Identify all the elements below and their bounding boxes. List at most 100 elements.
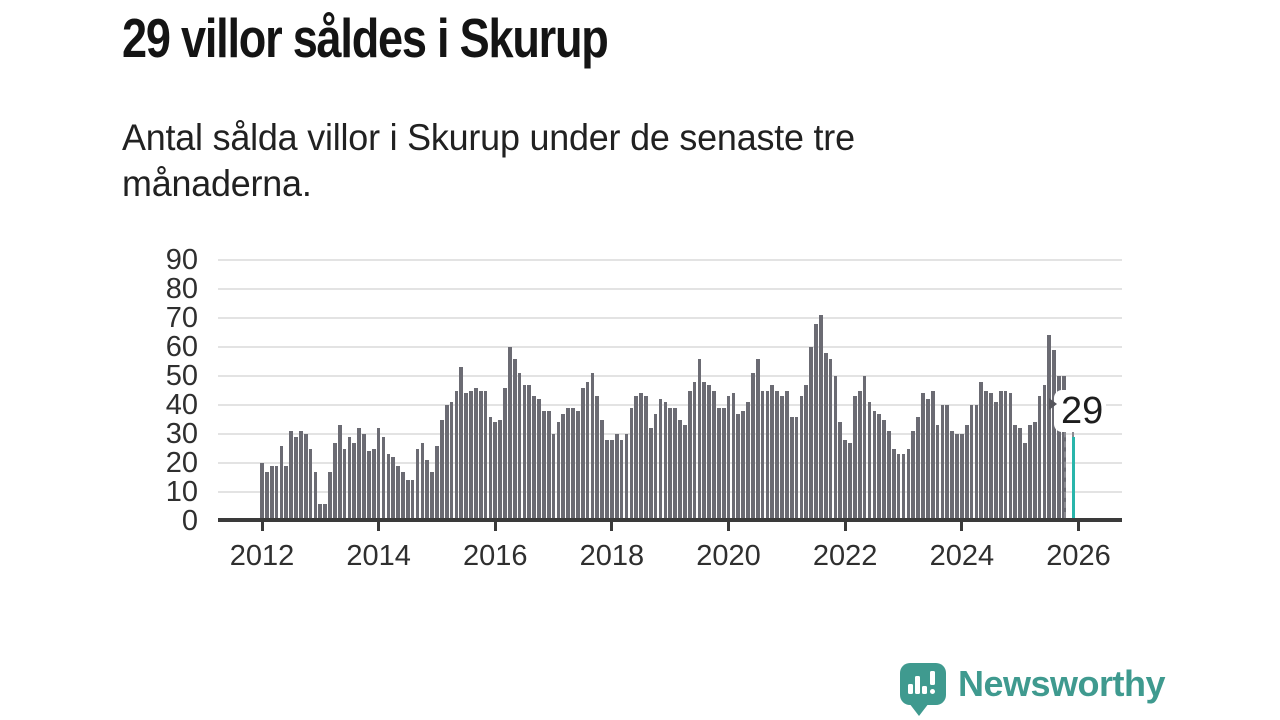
bar (444, 405, 449, 518)
bar (483, 390, 488, 518)
bar (673, 407, 677, 518)
bar (333, 442, 337, 518)
bar (925, 399, 930, 518)
bar (1042, 384, 1047, 518)
y-axis-tick-label: 30 (165, 418, 198, 450)
bar (828, 358, 833, 518)
bar (867, 402, 872, 518)
bar (896, 454, 901, 518)
bar (420, 442, 425, 518)
bar (755, 358, 760, 518)
y-axis-tick-label: 80 (165, 273, 198, 305)
bar (391, 457, 396, 518)
bar (313, 471, 318, 518)
bar (405, 480, 410, 518)
bar (853, 396, 857, 518)
bar (794, 416, 799, 518)
bar (381, 436, 386, 518)
bar (498, 419, 502, 518)
bar (605, 439, 609, 518)
bar (964, 425, 969, 518)
bar (347, 436, 352, 518)
bar (561, 413, 566, 518)
bar (741, 410, 745, 518)
bar (532, 396, 536, 518)
bar (809, 347, 814, 518)
x-axis-tick (493, 521, 497, 531)
bar (814, 323, 818, 518)
y-axis-tick-label: 10 (165, 476, 198, 508)
bar (328, 471, 332, 518)
bar (736, 413, 741, 518)
bar (299, 431, 303, 518)
bar (265, 471, 269, 518)
bar (969, 405, 974, 518)
x-axis-tick-label: 2022 (812, 540, 878, 572)
bar (619, 439, 624, 518)
bar (1052, 349, 1057, 518)
newsworthy-logo: Newsworthy (900, 663, 1166, 716)
bar (921, 393, 925, 518)
bar (634, 396, 639, 518)
bar (478, 390, 483, 518)
bar (906, 448, 911, 518)
bar (269, 465, 274, 518)
bar (950, 431, 954, 518)
x-axis-tick (1076, 521, 1080, 531)
bar (648, 428, 653, 518)
bar (989, 393, 993, 518)
bar (279, 445, 284, 518)
bar (537, 399, 541, 518)
bar (770, 384, 775, 518)
bar (882, 419, 886, 518)
bar (911, 431, 916, 518)
bar (342, 448, 347, 518)
bar (707, 384, 711, 518)
bar (891, 448, 896, 518)
bar (337, 425, 342, 518)
bar (731, 393, 736, 518)
x-axis-tick (843, 521, 847, 531)
bar (576, 410, 580, 518)
bar (940, 405, 945, 518)
bar (318, 503, 323, 518)
y-axis-tick-label: 20 (165, 447, 198, 479)
bar (984, 390, 988, 518)
bar (760, 390, 765, 518)
bar (303, 434, 308, 518)
bar (857, 390, 862, 518)
bar (1013, 425, 1018, 518)
bar (371, 448, 376, 518)
bar (721, 407, 726, 518)
x-axis-tick (377, 521, 381, 531)
x-axis-tick (727, 521, 731, 531)
bar (697, 358, 702, 518)
bar (639, 393, 643, 518)
bar (459, 367, 464, 518)
bar (410, 480, 415, 518)
bar (687, 390, 692, 518)
bar (580, 387, 585, 518)
bar (600, 419, 605, 518)
bar (653, 413, 658, 518)
y-axis-tick-label: 60 (165, 331, 198, 363)
bar (692, 381, 697, 518)
gridline (218, 375, 1122, 377)
bar (362, 434, 366, 518)
bar (848, 442, 852, 518)
bar (930, 390, 935, 518)
bar (527, 384, 532, 518)
bar (775, 390, 779, 518)
page-title: 29 villor såldes i Skurup (122, 7, 609, 69)
bar (610, 439, 614, 518)
bar (590, 373, 595, 518)
bar (1003, 390, 1008, 518)
bar (551, 434, 556, 518)
bar (959, 434, 964, 518)
gridline (218, 346, 1122, 348)
y-axis-tick-label: 90 (165, 244, 198, 276)
bar (935, 425, 940, 518)
speech-bubble-tail-icon (909, 703, 929, 716)
bar (571, 407, 575, 518)
x-axis-tick-label: 2012 (229, 540, 295, 572)
